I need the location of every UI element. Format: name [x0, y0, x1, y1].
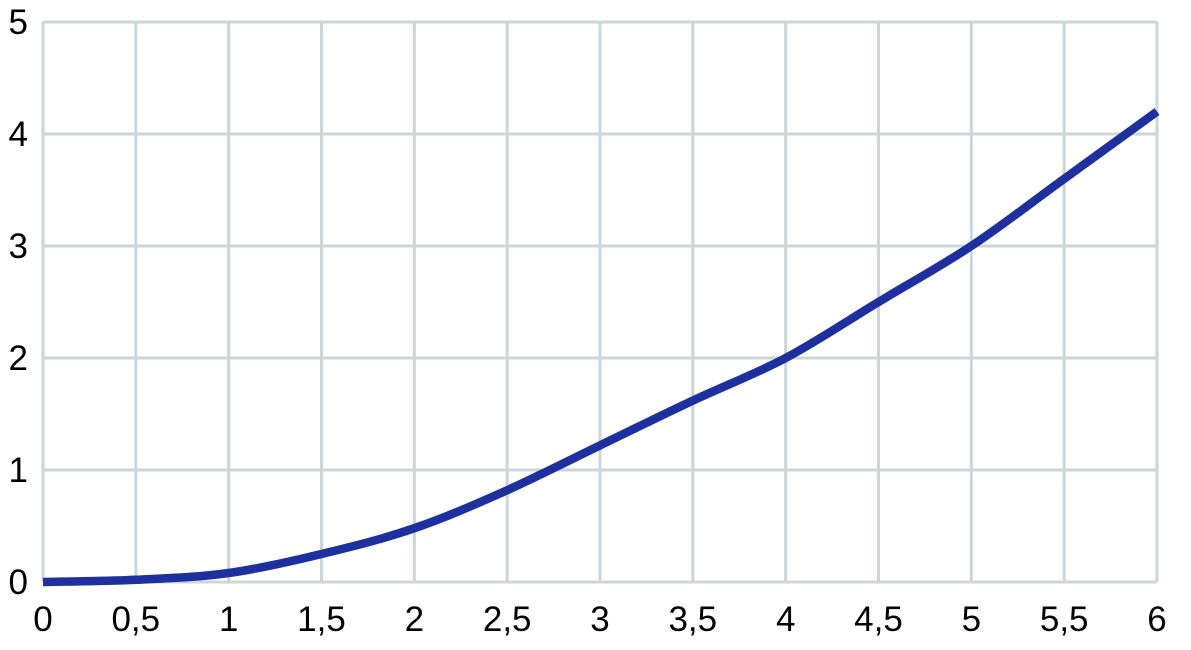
x-tick-label: 6	[1147, 600, 1166, 639]
grid-group	[41, 20, 1159, 584]
x-tick-label: 5	[962, 600, 981, 639]
y-tick-label: 1	[9, 451, 28, 490]
x-tick-label: 2	[405, 600, 424, 639]
y-tick-label: 5	[9, 3, 28, 42]
data-curve	[42, 108, 1160, 587]
x-tick-label: 0,5	[111, 600, 160, 639]
x-tick-label: 5,5	[1040, 600, 1089, 639]
x-tick-label: 3	[590, 600, 609, 639]
y-tick-label: 0	[9, 563, 28, 602]
y-tick-label: 4	[9, 115, 28, 154]
x-tick-label: 4	[776, 600, 795, 639]
x-tick-label: 0	[33, 600, 52, 639]
x-tick-label: 1	[219, 600, 238, 639]
x-tick-label: 1,5	[297, 600, 346, 639]
y-tick-label: 3	[9, 227, 28, 266]
y-tick-label: 2	[9, 339, 28, 378]
x-tick-label: 3,5	[668, 600, 717, 639]
x-tick-label: 4,5	[854, 600, 903, 639]
x-tick-label: 2,5	[483, 600, 532, 639]
